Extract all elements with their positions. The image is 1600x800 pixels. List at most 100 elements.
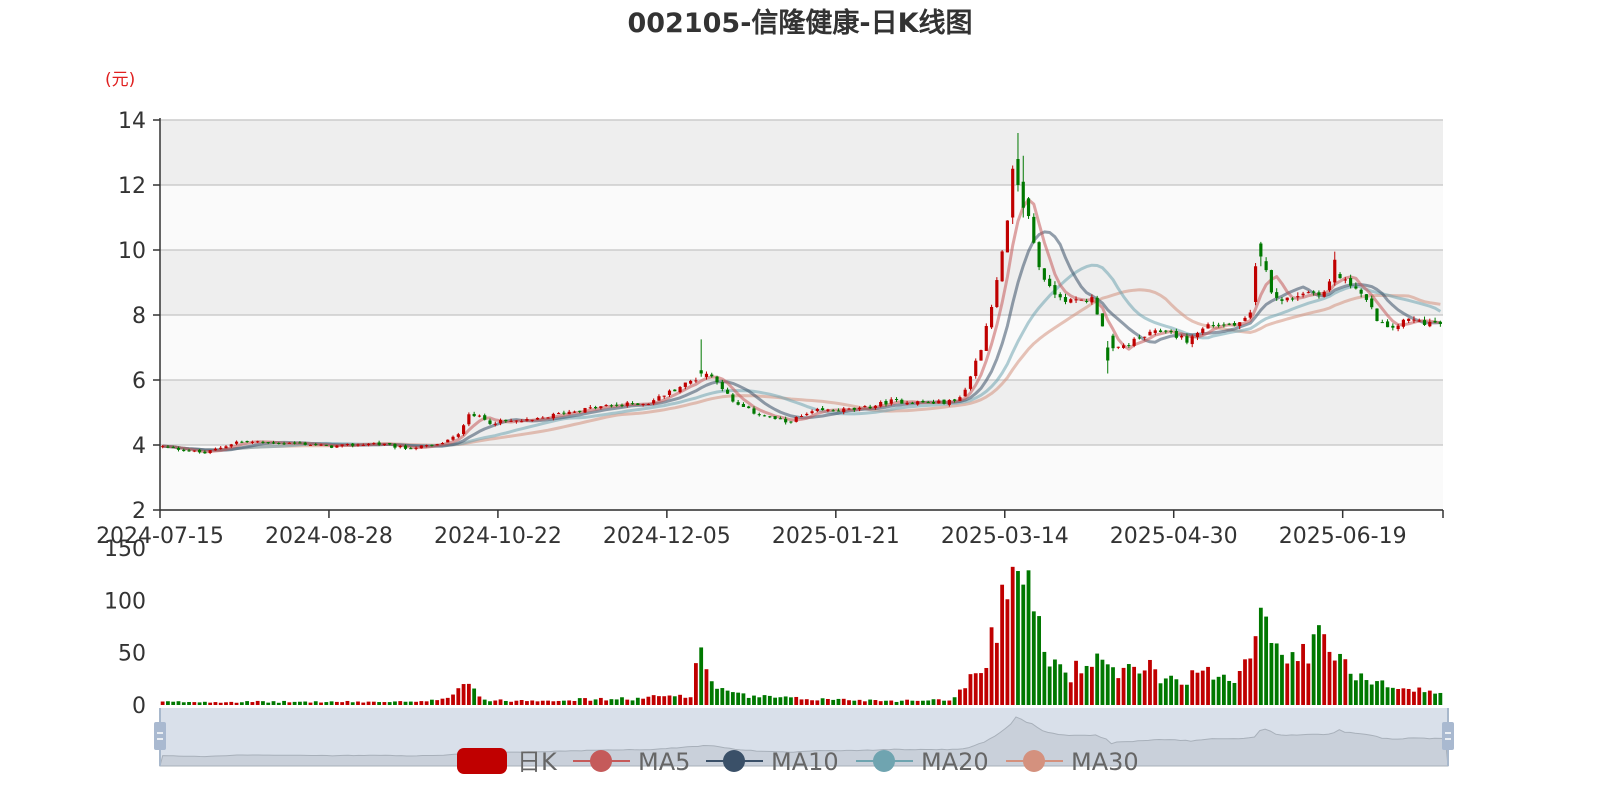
volume-bar	[836, 698, 841, 705]
volume-bar	[641, 698, 646, 705]
candle	[731, 393, 735, 403]
candle-body	[514, 420, 518, 422]
candle-body	[879, 402, 883, 407]
volume-bar	[1311, 634, 1316, 705]
candle	[667, 389, 672, 397]
candle-body	[921, 400, 925, 403]
candle	[356, 443, 360, 447]
candle	[541, 416, 545, 419]
candle-body	[1391, 325, 1395, 328]
candle-body	[403, 445, 408, 449]
volume-bar	[572, 700, 577, 705]
volume-bar	[1274, 643, 1279, 705]
volume-bar	[1390, 687, 1395, 705]
candle	[594, 405, 598, 410]
candle	[308, 444, 313, 446]
candle-body	[1143, 336, 1147, 338]
volume-bar	[1163, 678, 1168, 705]
candle-body	[1359, 289, 1363, 294]
candle	[810, 409, 814, 415]
candle-body	[900, 399, 904, 404]
volume-bar	[282, 700, 286, 705]
volume-bar	[1158, 683, 1163, 705]
volume-bar	[1343, 659, 1348, 705]
volume-bar	[1200, 670, 1205, 705]
volume-bar	[171, 701, 176, 705]
legend-item-ma5[interactable]: MA5	[573, 748, 690, 776]
legend-item-ma20[interactable]: MA20	[856, 748, 989, 776]
candle	[704, 371, 709, 380]
legend-dot-ma5	[590, 750, 612, 772]
candle	[1048, 274, 1052, 288]
date-tick-label: 2025-04-30	[1110, 524, 1238, 549]
volume-bar	[979, 673, 983, 705]
legend-item-ma10[interactable]: MA10	[706, 748, 839, 776]
candle	[377, 440, 381, 446]
volume-bar	[160, 701, 165, 705]
volume-bar	[1216, 676, 1221, 705]
datazoom-right-handle[interactable]	[1442, 722, 1454, 750]
volume-bar	[804, 699, 809, 705]
volume-bar	[1369, 684, 1374, 705]
legend-item-ma30[interactable]: MA30	[1006, 748, 1139, 776]
candle-body	[1206, 324, 1210, 329]
volume-bar	[181, 702, 186, 705]
volume-bar	[1295, 661, 1300, 705]
volume-bar	[984, 667, 989, 705]
volume-bar	[1053, 659, 1057, 705]
volume-bar	[662, 696, 667, 705]
volume-bar	[1348, 673, 1353, 705]
candle	[224, 445, 228, 449]
candle-body	[1100, 313, 1105, 327]
candle-body	[630, 403, 635, 405]
datazoom-left-handle[interactable]	[154, 722, 166, 750]
candle	[873, 405, 878, 410]
candle-body	[1238, 322, 1242, 327]
candle-body	[736, 402, 740, 405]
volume-bar	[445, 697, 450, 705]
candle	[1032, 213, 1036, 244]
legend-item-kline[interactable]: 日K	[457, 748, 558, 776]
candle-body	[1312, 291, 1316, 293]
candle	[467, 412, 471, 427]
candle	[836, 408, 841, 412]
candle	[1074, 296, 1078, 304]
volume-bar	[1264, 616, 1269, 705]
volume-bar	[1132, 666, 1137, 705]
candle	[240, 440, 244, 443]
candle-body	[287, 442, 291, 444]
candlestick-series	[161, 133, 1442, 455]
candle	[1079, 299, 1083, 301]
candle-body	[583, 408, 587, 413]
candle	[1232, 321, 1237, 327]
candle	[725, 387, 730, 394]
candle	[1085, 298, 1089, 304]
candle-body	[440, 443, 445, 445]
candle	[884, 399, 888, 407]
volume-bar	[229, 701, 234, 705]
candle	[784, 416, 788, 425]
candle	[340, 444, 344, 448]
candle	[1280, 297, 1284, 305]
candle	[1407, 318, 1411, 324]
candle	[1042, 268, 1046, 282]
candle	[229, 443, 233, 448]
volume-bar	[1179, 684, 1184, 705]
candle-body	[741, 404, 746, 407]
candle-body	[1343, 279, 1347, 281]
candle	[752, 406, 756, 415]
candle-body	[1227, 323, 1231, 325]
candle	[942, 399, 946, 405]
candle	[900, 398, 904, 404]
candle	[879, 400, 883, 408]
candle	[1428, 318, 1432, 328]
candle	[1058, 292, 1062, 301]
candle-body	[1280, 299, 1284, 301]
volume-bar	[1185, 684, 1189, 705]
volume-bar	[730, 692, 735, 705]
candle-body	[1211, 325, 1215, 327]
volume-bar	[1253, 636, 1258, 705]
candle	[1322, 290, 1326, 298]
candle-body	[1185, 336, 1189, 343]
volume-bar	[952, 697, 957, 705]
